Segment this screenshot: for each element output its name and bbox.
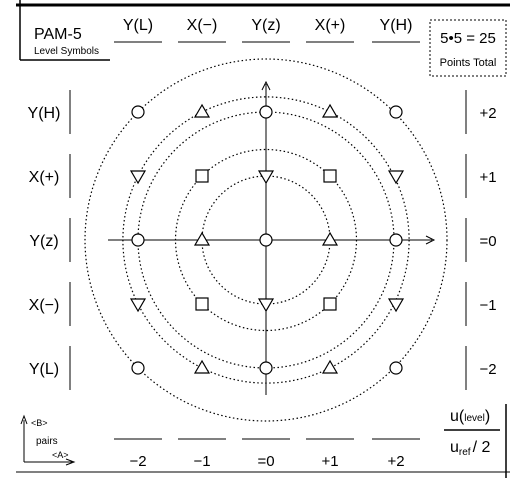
symbol-square <box>195 169 209 183</box>
legend-b-arrowhead <box>20 414 28 425</box>
symbol-square <box>195 297 209 311</box>
level-label-bottom: −2 <box>129 453 146 470</box>
points-total-box <box>429 19 507 77</box>
points-total-formula: 5•5 = 25 <box>440 30 496 47</box>
diagram-subtitle: Level Symbols <box>34 46 99 57</box>
pairs-legend: <B> pairs <A> <box>20 414 76 466</box>
symbol-circle <box>131 361 145 375</box>
level-label-right: −2 <box>479 361 496 378</box>
level-label-right: +1 <box>479 169 496 186</box>
symbol-triangle-up <box>193 103 211 118</box>
symbol-circle <box>259 233 273 247</box>
symbol-circle <box>259 105 273 119</box>
column-label-top: Y(H) <box>380 17 413 34</box>
formula-numerator: u(level) <box>450 408 490 425</box>
column-label-top: Y(L) <box>123 17 153 34</box>
level-label-bottom: =0 <box>257 453 274 470</box>
formula-denominator: uref/ 2 <box>450 439 490 458</box>
symbol-triangle-down <box>387 298 405 313</box>
symbol-triangle-down <box>387 170 405 185</box>
legend-a-label: <A> <box>52 450 69 460</box>
symbol-circle <box>131 233 145 247</box>
row-label-left: Y(H) <box>28 105 61 122</box>
symbol-circle <box>389 233 403 247</box>
symbol-circle <box>131 105 145 119</box>
column-label-top: Y(z) <box>251 17 280 34</box>
row-label-left: Y(z) <box>29 233 58 250</box>
symbol-triangle-down <box>257 170 275 185</box>
level-label-right: −1 <box>479 297 496 314</box>
symbol-triangle-up <box>321 103 339 118</box>
symbol-triangle-down <box>129 170 147 185</box>
symbol-circle <box>389 361 403 375</box>
row-label-left: X(−) <box>29 297 60 314</box>
level-label-bottom: −1 <box>193 453 210 470</box>
diagram-title: PAM-5 <box>34 26 82 43</box>
symbol-circle <box>389 105 403 119</box>
column-label-top: X(−) <box>187 17 218 34</box>
level-label-right: +2 <box>479 105 496 122</box>
symbol-triangle-up <box>193 359 211 374</box>
symbol-square <box>323 297 337 311</box>
legend-b-label: <B> <box>31 418 48 428</box>
level-ring-5 <box>84 58 448 422</box>
symbol-triangle-down <box>129 298 147 313</box>
row-label-left: Y(L) <box>29 361 59 378</box>
symbol-triangle-up <box>193 231 211 246</box>
level-label-bottom: +1 <box>321 453 338 470</box>
normalization-formula: u(level) uref/ 2 <box>444 404 507 478</box>
legend-a-arrowhead <box>65 458 76 466</box>
level-label-bottom: +2 <box>387 453 404 470</box>
symbol-triangle-down <box>257 298 275 313</box>
row-label-left: X(+) <box>29 169 60 186</box>
symbol-triangle-up <box>321 231 339 246</box>
column-label-top: X(+) <box>315 17 346 34</box>
symbol-circle <box>259 361 273 375</box>
points-total-caption: Points Total <box>440 57 497 69</box>
symbol-square <box>323 169 337 183</box>
x-axis-arrowhead <box>425 235 436 245</box>
level-label-right: =0 <box>479 233 496 250</box>
legend-caption: pairs <box>36 436 58 447</box>
y-axis-arrowhead <box>261 80 271 91</box>
symbol-triangle-up <box>321 359 339 374</box>
